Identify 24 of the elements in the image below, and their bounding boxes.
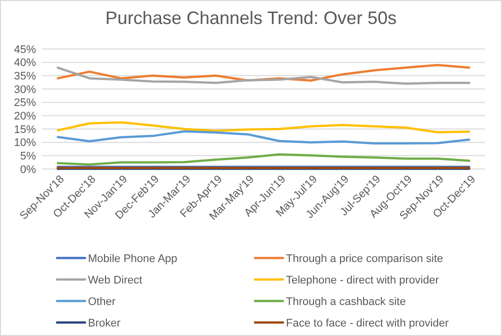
legend-label: Other [88,296,116,308]
legend-label: Through a cashback site [286,296,406,308]
legend-label: Through a price comparison site [286,252,444,265]
y-tick-label: 40% [14,57,36,70]
y-tick-label: 35% [14,70,36,83]
y-tick-label: 15% [14,124,36,136]
line-series [56,130,470,145]
y-tick-label: 45% [14,44,36,56]
y-tick-label: 10% [14,137,36,150]
chart-title: Purchase Channels Trend: Over 50s [105,8,397,28]
legend-label: Mobile Phone App [88,252,178,265]
line-series [56,153,470,166]
y-tick-label: 5% [20,150,36,163]
legend-label: Face to face - direct with provider [286,317,449,330]
y-tick-label: 25% [14,97,36,110]
line-series [56,64,470,82]
y-tick-label: 30% [14,84,36,96]
y-tick-label: 0% [20,164,36,176]
line-series [56,66,470,85]
line-series [56,121,470,134]
y-tick-label: 20% [14,110,36,123]
legend-label: Telephone - direct with provider [286,274,440,286]
legend-label: Web Direct [88,274,142,286]
legend-label: Broker [88,317,121,330]
